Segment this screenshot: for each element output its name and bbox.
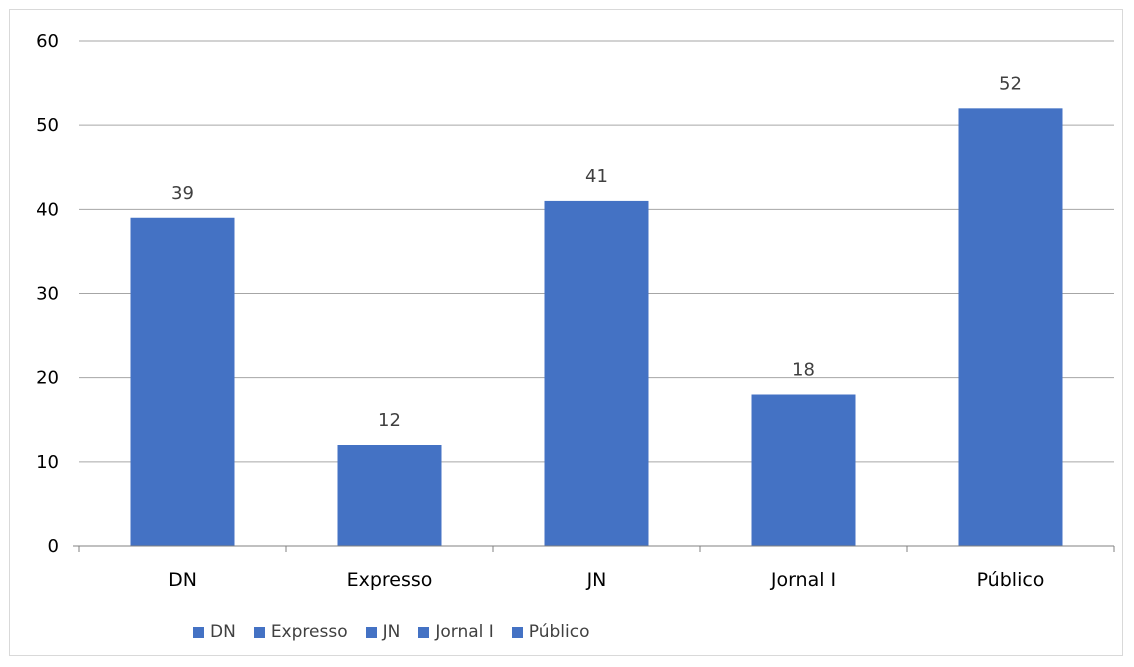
legend-label: Público: [529, 622, 590, 642]
legend-swatch: [512, 627, 523, 638]
legend-label: JN: [383, 622, 401, 642]
y-tick-label: 20: [36, 368, 59, 389]
y-tick-label: 30: [36, 284, 59, 305]
data-label: 52: [999, 73, 1022, 94]
y-tick-label: 10: [36, 452, 59, 473]
bar-jornal-i: [752, 395, 856, 547]
x-category-label: DN: [168, 569, 197, 591]
legend-swatch: [418, 627, 429, 638]
bar-expresso: [338, 445, 442, 546]
legend-label: DN: [210, 622, 236, 642]
x-category-label: Público: [977, 569, 1045, 591]
x-category-label: Expresso: [347, 569, 433, 591]
legend-item: Expresso: [254, 622, 348, 642]
x-category-label: JN: [586, 569, 607, 591]
y-tick-label: 0: [48, 536, 59, 557]
chart-frame: 0 10 20 30 40 50 60 DN Expresso JN Jornal I Públic…: [9, 9, 1123, 656]
bar-chart: 0 10 20 30 40 50 60 DN Expresso JN Jornal I Públic…: [10, 10, 1124, 657]
legend-label: Jornal I: [435, 622, 493, 642]
y-tick-label: 40: [36, 199, 59, 220]
bar-dn: [131, 218, 235, 546]
y-tick-label: 60: [36, 31, 59, 52]
legend-item: Jornal I: [418, 622, 493, 642]
x-category-label: Jornal I: [770, 569, 836, 591]
legend-label: Expresso: [271, 622, 348, 642]
legend-item: JN: [366, 622, 401, 642]
data-label: 41: [585, 166, 608, 187]
axes: [73, 546, 1114, 552]
data-label: 39: [171, 183, 194, 204]
bar-jn: [545, 201, 649, 546]
y-tick-label: 50: [36, 115, 59, 136]
legend-item: DN: [193, 622, 236, 642]
legend-swatch: [254, 627, 265, 638]
bar-p-blico: [959, 108, 1063, 546]
y-tick-labels: 0 10 20 30 40 50 60: [36, 31, 59, 557]
legend-swatch: [193, 627, 204, 638]
data-label: 12: [378, 410, 401, 431]
data-label: 18: [792, 360, 815, 381]
legend-swatch: [366, 627, 377, 638]
x-category-labels: DN Expresso JN Jornal I Público: [168, 569, 1044, 591]
legend-item: Público: [512, 622, 590, 642]
legend: DN Expresso JN Jornal I Público: [193, 621, 608, 643]
